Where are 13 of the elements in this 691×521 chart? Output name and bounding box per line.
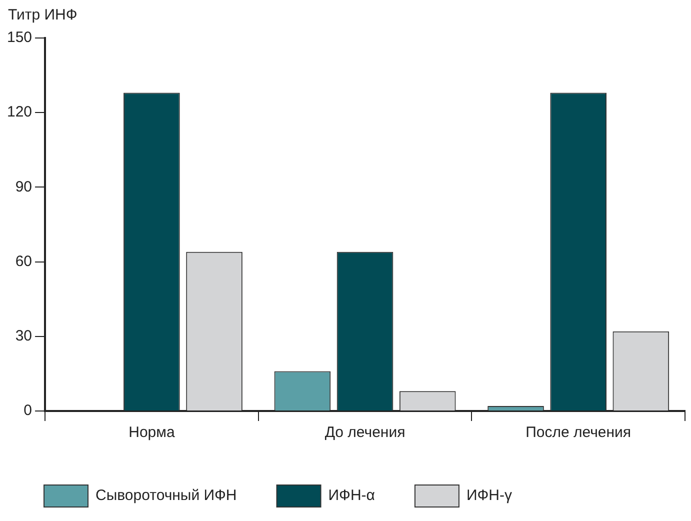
y-tick-label: 0: [24, 402, 32, 420]
y-tick-label: 30: [15, 328, 32, 345]
x-tick-label: Норма: [128, 424, 176, 442]
y-tick-label: 150: [6, 29, 32, 46]
legend-label: ИФН-γ: [466, 487, 512, 504]
y-tick-label: 90: [15, 178, 32, 196]
x-tick-label: После лечения: [526, 424, 632, 442]
y-axis-title: Титр ИНФ: [8, 6, 78, 24]
y-tick-label: 60: [15, 252, 32, 270]
y-tick-label: 120: [6, 104, 32, 121]
legend-label: ИФН-α: [328, 487, 376, 504]
x-tick-label: До лечения: [324, 424, 406, 442]
legend-label: Сывороточный ИФН: [96, 487, 237, 504]
